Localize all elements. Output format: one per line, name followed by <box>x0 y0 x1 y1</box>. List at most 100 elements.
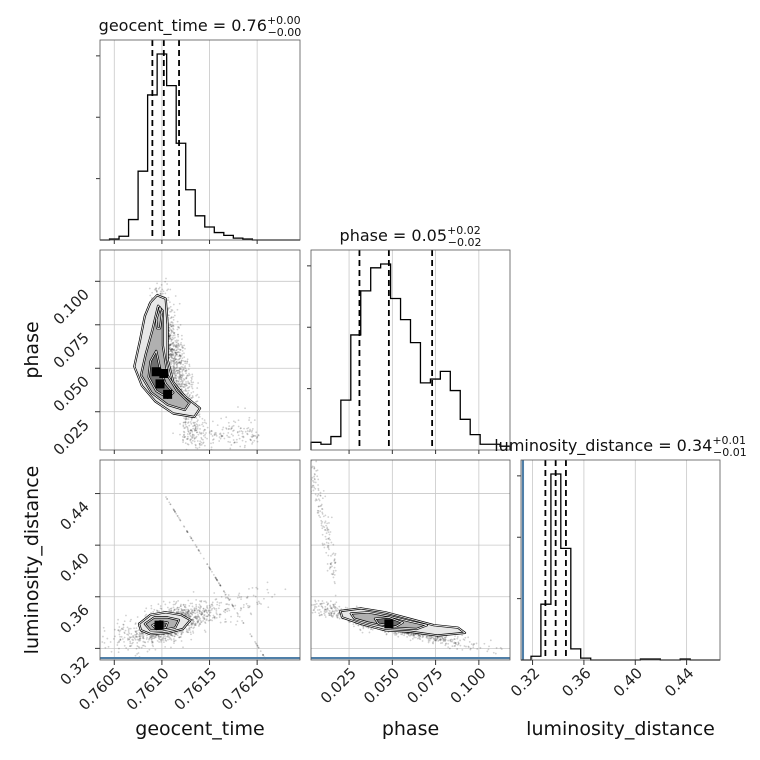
sample-point <box>311 450 313 452</box>
sample-point <box>182 378 185 380</box>
sample-point <box>182 646 184 649</box>
sample-point <box>198 414 200 417</box>
sample-point <box>206 615 209 618</box>
sample-point <box>181 374 184 377</box>
sample-point <box>451 645 454 648</box>
sample-point <box>173 635 176 638</box>
sample-point <box>179 373 182 376</box>
sample-point <box>214 616 216 618</box>
scatter-panel-phase-luminosity_distance-points <box>311 450 503 655</box>
sample-point <box>332 569 335 572</box>
sample-point <box>187 386 190 389</box>
sample-point <box>191 619 194 622</box>
sample-point <box>431 641 434 644</box>
sample-point <box>178 371 181 374</box>
sample-point <box>167 288 170 291</box>
sample-point <box>395 633 398 636</box>
sample-point <box>475 642 478 645</box>
sample-point <box>327 516 330 518</box>
sample-point <box>179 519 182 522</box>
sample-point <box>252 435 255 438</box>
sample-point <box>168 501 171 504</box>
sample-point <box>138 635 141 638</box>
sample-point <box>134 634 136 636</box>
sample-point <box>174 375 176 377</box>
sample-point <box>332 604 335 607</box>
sample-point <box>170 316 173 318</box>
sample-point <box>199 444 202 447</box>
sample-point <box>312 489 315 492</box>
sample-point <box>136 616 139 618</box>
sample-point <box>171 634 174 637</box>
sample-point <box>190 438 193 441</box>
sample-point <box>178 353 181 356</box>
sample-point <box>383 630 386 633</box>
sample-point <box>147 641 149 643</box>
sample-point <box>456 643 459 646</box>
sample-point <box>194 624 197 627</box>
sample-point <box>362 625 365 628</box>
hist-panel-luminosity_distance-frame <box>520 459 721 661</box>
sample-point <box>203 616 206 619</box>
sample-point <box>449 639 452 642</box>
sample-point <box>450 638 453 641</box>
sample-point <box>186 611 188 614</box>
sample-point <box>227 431 230 434</box>
sample-point <box>316 495 319 497</box>
sample-point <box>179 355 181 358</box>
sample-point <box>180 376 183 379</box>
sample-point <box>328 614 331 616</box>
sample-point <box>149 637 151 640</box>
sample-point <box>439 639 442 642</box>
sample-point <box>213 433 216 436</box>
sample-point <box>150 638 153 641</box>
sample-point <box>451 640 454 643</box>
sample-point <box>213 608 216 610</box>
sample-point <box>319 602 322 605</box>
sample-point <box>190 537 193 540</box>
sample-point <box>189 428 192 431</box>
sample-point <box>171 342 173 345</box>
sample-point <box>190 453 192 455</box>
sample-point <box>202 455 204 457</box>
sample-point <box>175 633 178 635</box>
sample-point <box>337 614 340 616</box>
sample-point <box>257 433 260 436</box>
sample-point <box>199 610 202 613</box>
sample-point <box>326 546 329 549</box>
sample-point <box>208 567 211 570</box>
sample-point <box>150 638 153 640</box>
y-axis-label-luminosity_distance: luminosity_distance <box>21 466 43 655</box>
sample-point <box>178 366 180 369</box>
sample-point <box>204 600 207 603</box>
sample-point <box>170 310 173 313</box>
sample-point <box>254 642 257 645</box>
sample-point <box>250 635 253 638</box>
sample-point <box>228 603 230 606</box>
sample-point <box>186 358 189 361</box>
sample-point <box>170 638 173 641</box>
sample-point <box>171 347 174 350</box>
sample-point <box>152 641 154 644</box>
sample-point <box>187 431 190 433</box>
sample-point <box>174 631 177 634</box>
sample-point <box>328 610 331 612</box>
sample-point <box>119 639 122 641</box>
sample-point <box>174 354 177 357</box>
sample-point <box>206 605 209 607</box>
sample-point <box>208 611 211 614</box>
sample-point <box>210 433 213 436</box>
sample-point <box>253 439 256 442</box>
sample-point <box>186 612 188 615</box>
sample-point <box>422 634 425 637</box>
hist-panel-geocent_time-background <box>100 40 300 240</box>
sample-point <box>186 360 189 363</box>
sample-point <box>241 619 244 622</box>
sample-point <box>164 280 167 283</box>
sample-point <box>151 297 153 299</box>
sample-point <box>192 425 194 428</box>
sample-point <box>311 476 314 479</box>
sample-point <box>189 429 192 432</box>
sample-point <box>197 613 199 616</box>
sample-point <box>199 617 202 620</box>
